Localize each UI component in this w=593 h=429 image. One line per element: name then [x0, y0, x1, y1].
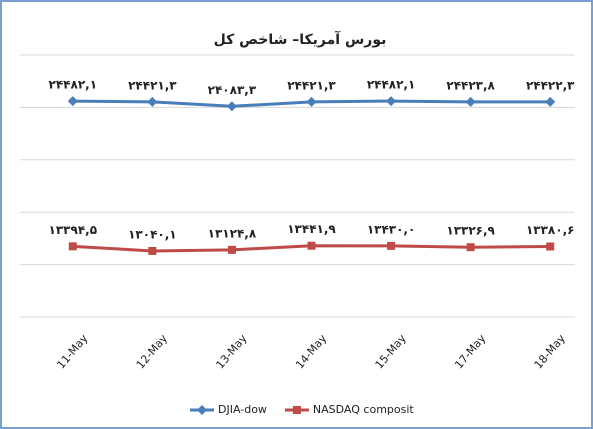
data-label: ۱۳۳۲۶,۹: [446, 224, 495, 238]
data-label: ۱۳۴۴۱,۹: [287, 222, 336, 236]
data-label: ۲۴۴۲۳,۸: [446, 78, 495, 92]
data-label: ۱۳۳۸۰,۶: [526, 223, 575, 237]
marker: [546, 242, 555, 251]
marker: [226, 101, 237, 112]
chart-title: بورس آمریکا– شاخص کل: [214, 30, 387, 48]
marker: [148, 246, 157, 255]
data-label: ۱۳۳۹۴,۵: [49, 223, 98, 237]
marker: [147, 96, 158, 107]
marker: [387, 241, 396, 250]
marker: [67, 96, 78, 107]
data-label: ۲۴۴۸۲,۱: [367, 78, 416, 92]
data-label: ۲۴۴۲۱,۳: [128, 78, 177, 92]
marker: [197, 405, 207, 415]
marker: [386, 96, 397, 107]
data-label: ۲۴۴۸۲,۱: [49, 78, 98, 92]
data-label: ۲۴۰۸۳,۳: [208, 83, 257, 97]
data-label: ۱۳۱۲۴,۸: [208, 226, 257, 240]
legend-label: DJIA-dow: [218, 403, 267, 416]
data-label: ۲۴۴۲۲,۳: [526, 78, 575, 92]
marker: [68, 242, 77, 251]
data-label: ۱۳۴۳۰,۰: [367, 222, 416, 236]
marker: [306, 96, 317, 107]
marker: [227, 245, 236, 254]
marker: [545, 96, 556, 107]
marker: [307, 241, 316, 250]
marker: [292, 406, 301, 414]
data-label: ۲۴۴۲۱,۳: [287, 78, 336, 92]
marker: [466, 243, 475, 252]
legend-label: NASDAQ composit: [313, 403, 414, 416]
data-label: ۱۳۰۴۰,۱: [128, 227, 177, 241]
marker: [465, 96, 476, 107]
